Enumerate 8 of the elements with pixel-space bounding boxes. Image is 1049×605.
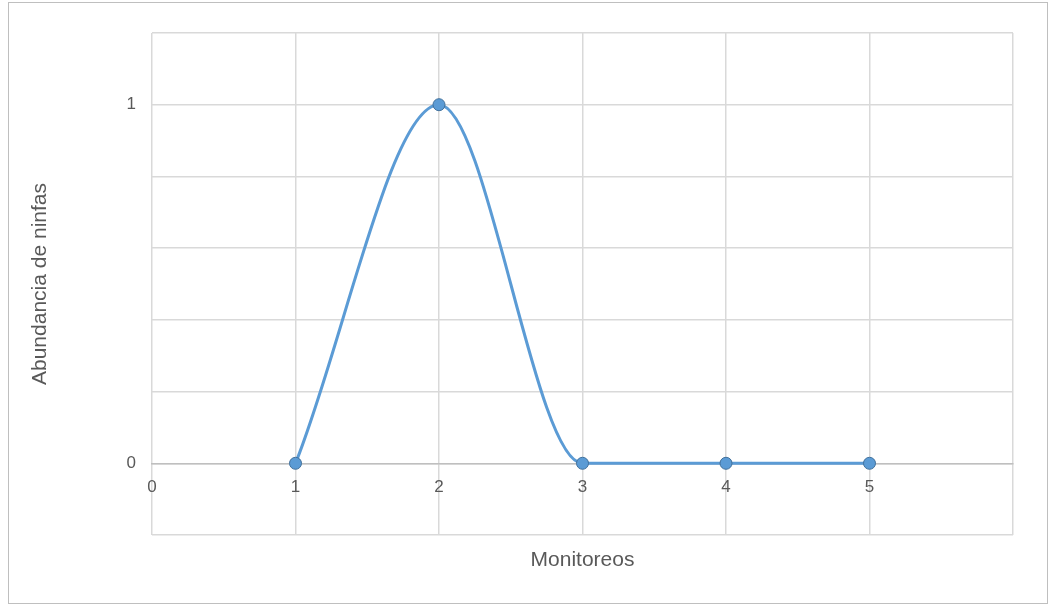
x-tick-label: 0 — [147, 477, 157, 497]
x-tick-label: 4 — [721, 477, 731, 497]
x-tick-label: 3 — [577, 477, 588, 497]
y-axis-title: Abundancia de ninfas — [26, 183, 50, 385]
x-tick-label: 2 — [434, 477, 444, 497]
x-tick-label: 5 — [864, 477, 875, 497]
x-tick-label: 1 — [290, 477, 301, 497]
x-axis-title: Monitoreos — [530, 546, 635, 570]
